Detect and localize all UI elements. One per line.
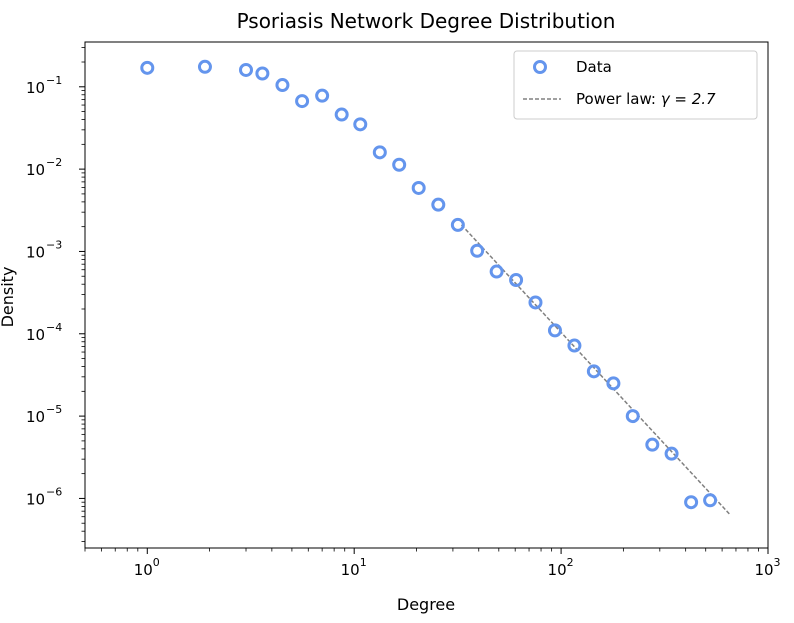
data-point (255, 66, 270, 81)
data-point (470, 243, 485, 258)
data-point (489, 264, 504, 279)
data-point (547, 323, 562, 338)
data-point (606, 376, 621, 391)
y-tick-exponent: −4 (46, 321, 62, 334)
legend-powerlaw-prefix: Power law: (576, 90, 661, 108)
y-tick-exponent: −2 (46, 156, 62, 169)
y-tick-exponent: −1 (46, 74, 62, 87)
data-point (645, 437, 660, 452)
data-point (567, 338, 582, 353)
data-point (392, 157, 407, 172)
data-point (239, 62, 254, 77)
legend-data-label: Data (576, 58, 612, 76)
data-point (509, 272, 524, 287)
data-point (625, 409, 640, 424)
y-tick-exponent: −5 (46, 403, 62, 416)
data-point (431, 197, 446, 212)
legend-box (513, 50, 758, 120)
data-point (353, 117, 368, 132)
x-tick-exponent: 2 (567, 556, 574, 569)
y-tick-exponent: −3 (46, 238, 62, 251)
y-tick-exponent: −6 (46, 485, 62, 498)
data-point (528, 295, 543, 310)
data-point (372, 145, 387, 160)
data-point (197, 59, 212, 74)
x-tick-exponent: 0 (153, 556, 160, 569)
x-axis-label: Degree (397, 595, 455, 614)
chart-title: Psoriasis Network Degree Distribution (237, 9, 616, 33)
x-tick-exponent: 1 (360, 556, 367, 569)
data-point (140, 60, 155, 75)
legend: Data Power law: γ = 2.7 (513, 50, 758, 120)
data-point (684, 495, 699, 510)
data-point (315, 88, 330, 103)
x-tick-exponent: 3 (774, 556, 781, 569)
y-axis-label: Density (0, 267, 17, 328)
data-point (411, 180, 426, 195)
plot-frame (84, 41, 769, 549)
data-point (334, 107, 349, 122)
data-point (295, 94, 310, 109)
legend-powerlaw-label: Power law: γ = 2.7 (576, 90, 716, 108)
data-point (703, 493, 718, 508)
data-point (586, 364, 601, 379)
data-point (275, 78, 290, 93)
data-point (664, 446, 679, 461)
legend-data-marker (533, 60, 547, 74)
data-point (450, 217, 465, 232)
legend-powerlaw-math: γ = 2.7 (661, 90, 716, 108)
